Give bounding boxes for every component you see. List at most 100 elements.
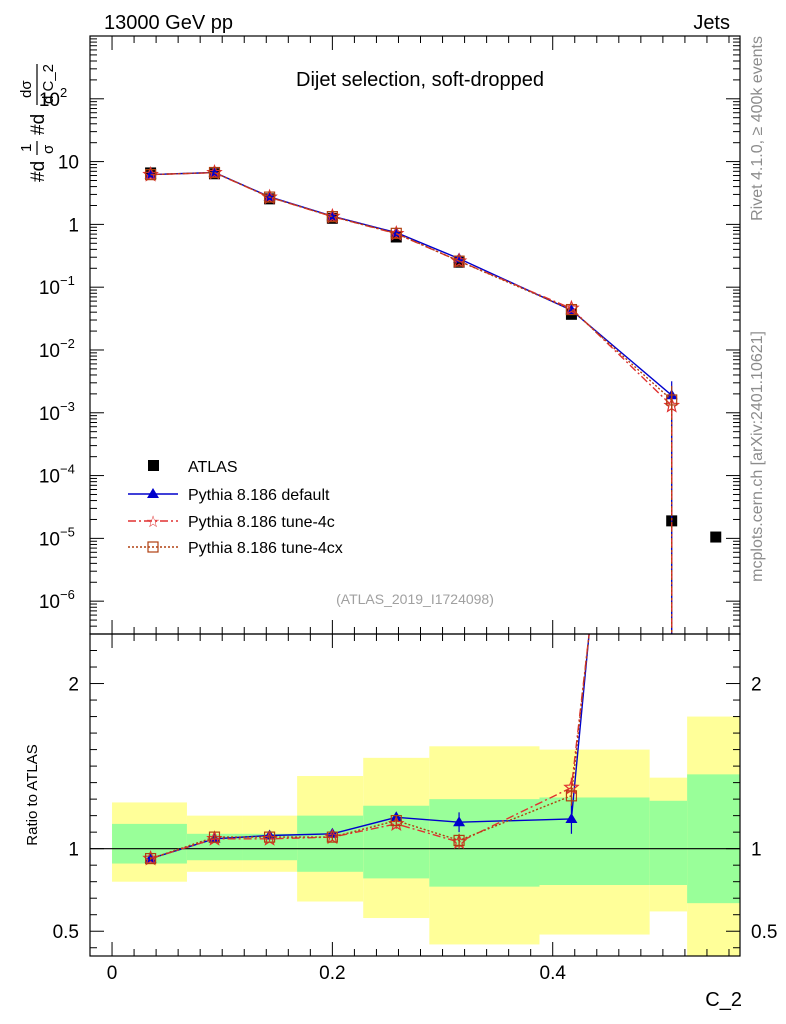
ratio-band-inner-3 [297,815,364,872]
x-tick-label-2: 0.4 [540,963,567,984]
ratio-line-2 [150,633,590,860]
y-tick-exp: 2 [60,85,67,100]
ratio-band-inner-5 [429,799,540,887]
y-tick-base: 10 [39,592,60,613]
y-tick-base: 10 [39,278,60,299]
ratio-y-label-left-1: 1 [68,840,79,861]
legend-marker-default [147,488,159,498]
series-3-point-1 [208,166,221,179]
y-tick-base: 10 [39,341,60,362]
ratio-point-2-1 [208,831,221,843]
ratio-point-2-4 [390,814,402,827]
y-tick-exp: −3 [60,399,75,414]
series-3-point-6 [565,303,578,316]
y-tick-exp: −6 [60,587,75,602]
legend-marker-tune4cx [147,541,159,553]
ylabel-num1: 1 [18,144,35,152]
y-tick-label-3: 10 −3 [39,399,75,425]
analysis-id: (ATLAS_2019_I1724098) [336,591,494,607]
y-tick-base: 10 [58,153,79,174]
ratio-frame [89,633,741,957]
rivet-version-label: Rivet 4.1.0, ≥ 400k events [749,36,766,221]
series-3-point-5 [453,255,465,267]
series-line-3 [150,171,673,634]
ratio-y-label-left-2: 2 [68,675,79,696]
y-tick-exp: −4 [60,462,75,477]
mcplots-label: mcplots.cern.ch [arXiv:2401.10621] [749,331,766,582]
y-tick-label-7: 10 [58,153,79,174]
legend: ATLAS Pythia 8.186 default ☆ Pythia 8.18… [128,459,343,557]
legend-entry-tune4c: ☆ Pythia 8.186 tune-4c [128,514,335,531]
x-tick-label-0: 0 [107,963,118,984]
y-tick-label-1: 10 −5 [39,524,75,550]
y-tick-label-0: 10 −6 [39,587,75,613]
legend-label-tune4c: Pythia 8.186 tune-4c [188,514,335,531]
ylabel-num2: dσ [18,80,35,98]
y-tick-exp: −1 [60,273,75,288]
y-tick-label-6: 1 [68,215,79,236]
x-tick-label-1: 0.2 [319,963,345,984]
y-tick-exp: −2 [60,336,75,351]
ratio-line-1 [150,633,590,860]
y-tick-label-8: 10 2 [39,85,67,111]
ratio-y-label-right-2: 2 [751,675,762,696]
y-tick-base: 10 [39,467,60,488]
ratio-bands [112,716,740,956]
y-tick-label-2: 10 −4 [39,462,75,488]
series-line-2 [150,171,673,634]
ratio-point-2-3 [326,831,338,843]
ylabel-den2: d C_2 [40,64,57,104]
ratio-point-2-2 [263,831,276,843]
legend-label-atlas: ATLAS [188,459,238,476]
series-3 [144,166,678,634]
y-tick-base: 1 [68,215,79,236]
ratio-point-2-0 [144,852,157,865]
ratio-point-0-5 [453,816,466,827]
y-tick-base: 10 [39,404,60,425]
y-tick-base: 10 [39,90,60,111]
series-0-point-8 [710,531,722,543]
ratio-y-label-left-0: 0.5 [53,922,79,943]
x-axis-ticks: 0 0.2 0.4 [107,634,730,984]
series-3-point-7 [666,394,678,406]
legend-marker-tune4c: ☆ [146,514,160,531]
legend-entry-tune4cx: Pythia 8.186 tune-4cx [128,540,343,557]
series-3-point-0 [144,169,157,181]
ratio-point-2-6 [565,790,578,802]
ylabel-den1: σ [40,144,57,154]
ratio-ylabel: Ratio to ATLAS [24,744,41,845]
legend-entry-default: Pythia 8.186 default [128,487,330,504]
legend-entry-atlas: ATLAS [148,459,238,476]
ratio-y-label-right-1: 1 [751,840,762,861]
ratio-band-inner-6 [539,797,650,885]
ratio-band-inner-7 [649,800,688,885]
y-tick-label-4: 10 −2 [39,336,75,362]
ratio-y-label-right-0: 0.5 [751,922,777,943]
series-line-1 [150,171,673,634]
series-1 [144,166,678,634]
ratio-point-2-5 [453,834,465,847]
ylabel-prefix: #d [28,161,49,182]
main-ylabel: #d 1 σ #d dσ d C_2 [18,64,57,182]
y-tick-label-5: 10 −1 [39,273,75,299]
series-3-point-4 [390,227,402,239]
series-3-point-2 [263,191,276,203]
series-3-point-3 [326,211,338,223]
energy-label: 13000 GeV pp [104,12,233,34]
ratio-point-0-6 [565,812,578,823]
legend-marker-atlas [148,460,159,471]
y-tick-base: 10 [39,529,60,550]
chart-title: Dijet selection, soft-dropped [296,69,544,91]
legend-label-tune4cx: Pythia 8.186 tune-4cx [188,540,343,557]
ratio-band-inner-8 [687,774,740,904]
series-2 [142,164,681,634]
ratio-series-2 [144,633,590,865]
y-tick-exp: −5 [60,524,75,539]
legend-label-default: Pythia 8.186 default [188,487,330,504]
process-label: Jets [693,12,730,34]
ylabel-mid: #d [28,114,49,135]
ratio-panel: 0 0.2 0.4 0.5 0.5 1 1 2 2 [53,633,777,984]
